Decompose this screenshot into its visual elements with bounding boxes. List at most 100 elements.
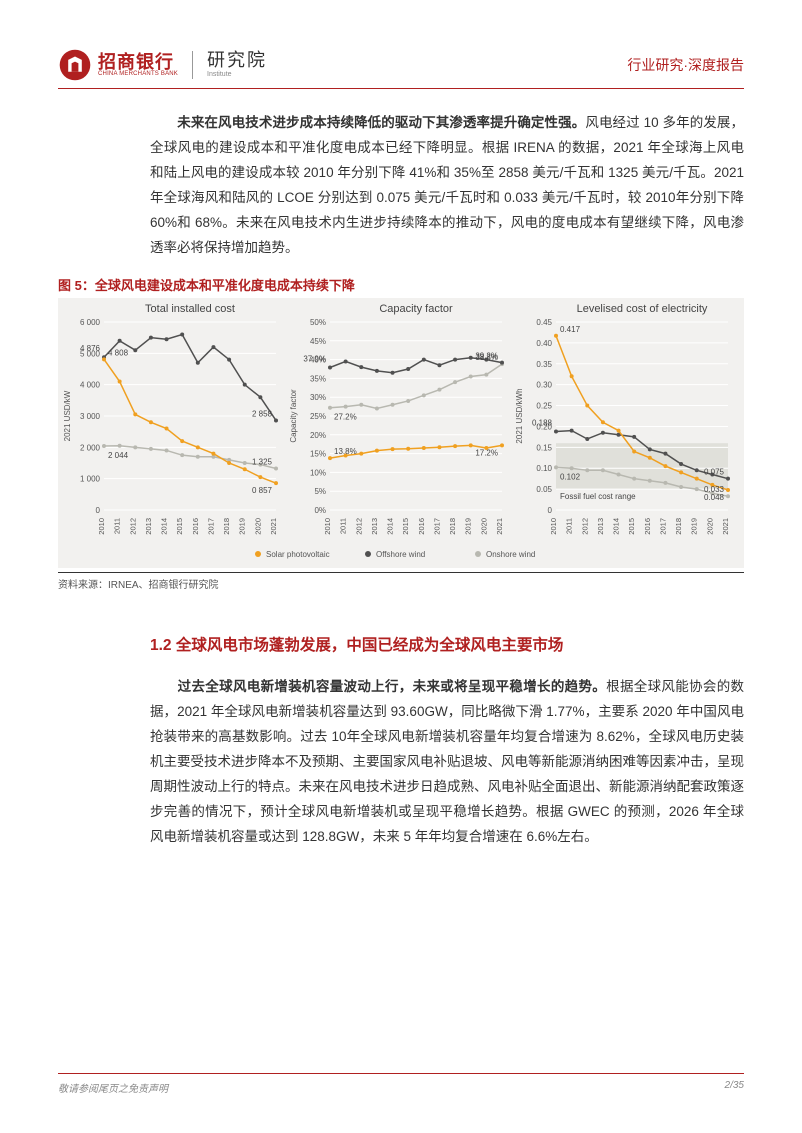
chart-svg: Total installed cost01 0002 0003 0004 00… — [58, 298, 744, 568]
svg-text:4 876: 4 876 — [80, 344, 101, 353]
svg-text:0.048: 0.048 — [704, 493, 725, 502]
svg-text:2013: 2013 — [144, 518, 153, 535]
logo-en-text: CHINA MERCHANTS BANK — [98, 71, 178, 77]
svg-text:0%: 0% — [314, 506, 326, 515]
svg-text:2010: 2010 — [549, 518, 558, 535]
svg-text:Capacity factor: Capacity factor — [379, 303, 453, 315]
svg-text:Levelised cost of electricity: Levelised cost of electricity — [577, 303, 708, 315]
svg-text:2015: 2015 — [175, 518, 184, 535]
header-left: 招商银行 CHINA MERCHANTS BANK 研究院 Institute — [58, 48, 267, 82]
section-title: 1.2 全球风电市场蓬勃发展，中国已经成为全球风电主要市场 — [150, 633, 744, 655]
para1-rest: 风电经过 10 多年的发展，全球风电的建设成本和平准化度电成本已经下降明显。根据… — [150, 115, 744, 255]
svg-text:1 000: 1 000 — [80, 474, 101, 483]
svg-text:0.15: 0.15 — [536, 443, 552, 452]
svg-text:30%: 30% — [310, 393, 326, 402]
header-divider — [192, 51, 193, 79]
svg-text:10%: 10% — [310, 468, 326, 477]
svg-text:2011: 2011 — [113, 518, 122, 534]
svg-text:2018: 2018 — [448, 518, 457, 535]
svg-text:2016: 2016 — [643, 518, 652, 535]
svg-text:0.35: 0.35 — [536, 360, 552, 369]
svg-text:2013: 2013 — [596, 518, 605, 535]
bank-logo: 招商银行 CHINA MERCHANTS BANK — [58, 48, 178, 82]
svg-text:0.188: 0.188 — [532, 418, 553, 427]
svg-text:0.30: 0.30 — [536, 380, 552, 389]
svg-text:2021 USD/kWh: 2021 USD/kWh — [515, 388, 524, 443]
svg-text:0.45: 0.45 — [536, 318, 552, 327]
svg-text:2011: 2011 — [339, 518, 348, 534]
svg-text:Total installed cost: Total installed cost — [145, 303, 235, 315]
svg-text:6 000: 6 000 — [80, 318, 101, 327]
svg-text:2012: 2012 — [580, 518, 589, 535]
svg-text:2011: 2011 — [565, 518, 574, 534]
svg-text:2012: 2012 — [354, 518, 363, 535]
svg-text:2017: 2017 — [432, 518, 441, 535]
svg-text:27.2%: 27.2% — [334, 413, 357, 422]
paragraph-2: 过去全球风电新增装机容量波动上行，未来或将呈现平稳增长的趋势。根据全球风能协会的… — [150, 675, 744, 850]
figure-title: 图 5：全球风电建设成本和平准化度电成本持续下降 — [58, 275, 744, 294]
svg-text:13.8%: 13.8% — [334, 447, 357, 456]
svg-text:2019: 2019 — [690, 518, 699, 535]
svg-text:2010: 2010 — [323, 518, 332, 535]
svg-text:Capacity factor: Capacity factor — [289, 389, 298, 443]
svg-text:Fossil fuel cost range: Fossil fuel cost range — [560, 492, 636, 501]
svg-text:0.102: 0.102 — [560, 472, 581, 481]
chart-panel: Total installed cost01 0002 0003 0004 00… — [58, 298, 744, 568]
svg-text:37.9%: 37.9% — [303, 354, 326, 363]
svg-text:2017: 2017 — [206, 518, 215, 535]
svg-text:1 325: 1 325 — [252, 457, 273, 466]
page-footer: 敬请参阅尾页之免责声明 2/35 — [58, 1073, 744, 1095]
svg-text:2 858: 2 858 — [252, 409, 273, 418]
page-header: 招商银行 CHINA MERCHANTS BANK 研究院 Institute … — [58, 48, 744, 89]
paragraph-1: 未来在风电技术进步成本持续降低的驱动下其渗透率提升确定性强。风电经过 10 多年… — [150, 111, 744, 261]
svg-text:50%: 50% — [310, 318, 326, 327]
svg-text:35%: 35% — [310, 374, 326, 383]
cmb-logo-icon — [58, 48, 92, 82]
svg-text:2021 USD/kW: 2021 USD/kW — [63, 390, 72, 441]
svg-text:0.05: 0.05 — [536, 485, 552, 494]
institute-cn: 研究院 — [207, 51, 267, 71]
svg-text:Offshore wind: Offshore wind — [376, 550, 425, 559]
svg-text:0.075: 0.075 — [704, 467, 725, 476]
svg-text:2012: 2012 — [128, 518, 137, 535]
svg-text:25%: 25% — [310, 412, 326, 421]
svg-text:2021: 2021 — [721, 518, 730, 535]
svg-text:Solar photovoltaic: Solar photovoltaic — [266, 550, 330, 559]
svg-text:0 857: 0 857 — [252, 486, 273, 495]
svg-text:2017: 2017 — [658, 518, 667, 535]
footer-disclaimer: 敬请参阅尾页之免责声明 — [58, 1080, 168, 1095]
svg-text:2018: 2018 — [674, 518, 683, 535]
para2-lead: 过去全球风电新增装机容量波动上行，未来或将呈现平稳增长的趋势。 — [178, 679, 606, 694]
svg-text:2014: 2014 — [386, 518, 395, 535]
svg-text:0.033: 0.033 — [704, 485, 725, 494]
institute-block: 研究院 Institute — [207, 51, 267, 78]
svg-text:45%: 45% — [310, 337, 326, 346]
institute-en: Institute — [207, 71, 267, 79]
para1-lead: 未来在风电技术进步成本持续降低的驱动下其渗透率提升确定性强。 — [177, 115, 585, 130]
svg-text:2014: 2014 — [612, 518, 621, 535]
svg-text:2014: 2014 — [160, 518, 169, 535]
svg-text:2021: 2021 — [269, 518, 278, 535]
svg-text:2015: 2015 — [627, 518, 636, 535]
svg-text:Onshore wind: Onshore wind — [486, 550, 535, 559]
footer-page-number: 2/35 — [725, 1080, 744, 1095]
chart-source: 资料来源：IRNEA、招商银行研究院 — [58, 572, 744, 591]
svg-text:2 044: 2 044 — [108, 451, 129, 460]
svg-text:0.10: 0.10 — [536, 464, 552, 473]
svg-text:2019: 2019 — [238, 518, 247, 535]
svg-text:2020: 2020 — [479, 518, 488, 535]
report-category: 行业研究·深度报告 — [627, 55, 744, 75]
svg-text:3 000: 3 000 — [80, 412, 101, 421]
svg-text:2013: 2013 — [370, 518, 379, 535]
svg-text:0: 0 — [548, 506, 553, 515]
svg-text:0.25: 0.25 — [536, 401, 552, 410]
svg-text:2018: 2018 — [222, 518, 231, 535]
svg-text:2010: 2010 — [97, 518, 106, 535]
svg-text:2020: 2020 — [705, 518, 714, 535]
svg-text:20%: 20% — [310, 431, 326, 440]
svg-text:15%: 15% — [310, 449, 326, 458]
svg-text:4 000: 4 000 — [80, 380, 101, 389]
svg-text:2015: 2015 — [401, 518, 410, 535]
svg-text:0: 0 — [96, 506, 101, 515]
svg-text:0.40: 0.40 — [536, 339, 552, 348]
